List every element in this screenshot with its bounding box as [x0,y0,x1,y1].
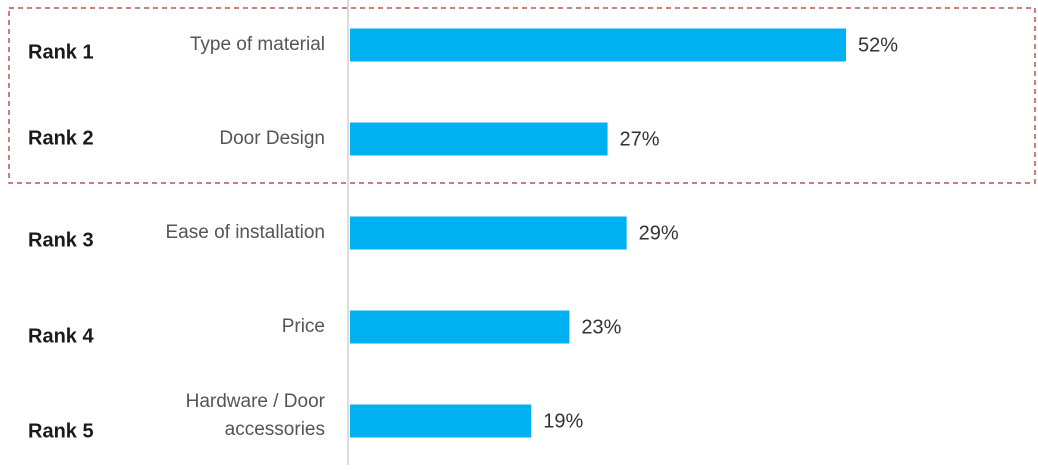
category-label: Price [282,316,325,337]
chart-rows: Rank 1 Type of material 52% Rank 2 Door Desi… [28,28,898,442]
value-label: 27% [620,128,660,150]
category-label: Door Design [219,128,325,149]
value-label: 23% [581,316,621,338]
highlight-box [8,7,1036,184]
category-label-line: Ease of installation [166,222,326,243]
bar [350,310,570,344]
category-label: Type of material [190,34,325,55]
rank-label: Rank 1 [28,41,94,63]
category-label-line: Hardware / Door [186,391,326,412]
category-label: Hardware / Door accessories [186,391,326,440]
bar [350,28,846,62]
rank-label: Rank 2 [28,127,94,149]
category-label-line: accessories [225,419,325,440]
bar [350,404,532,438]
rank-label: Rank 4 [28,325,94,347]
category-label-line: Type of material [190,34,325,55]
category-label-line: Door Design [219,128,325,149]
rank-label: Rank 5 [28,420,94,442]
value-label: 52% [858,34,898,56]
bar [350,216,627,250]
rank-label: Rank 3 [28,229,94,251]
bar [350,122,608,156]
category-label: Ease of installation [166,222,326,243]
value-label: 29% [639,222,679,244]
category-label-line: Price [282,316,325,337]
value-label: 19% [543,410,583,432]
